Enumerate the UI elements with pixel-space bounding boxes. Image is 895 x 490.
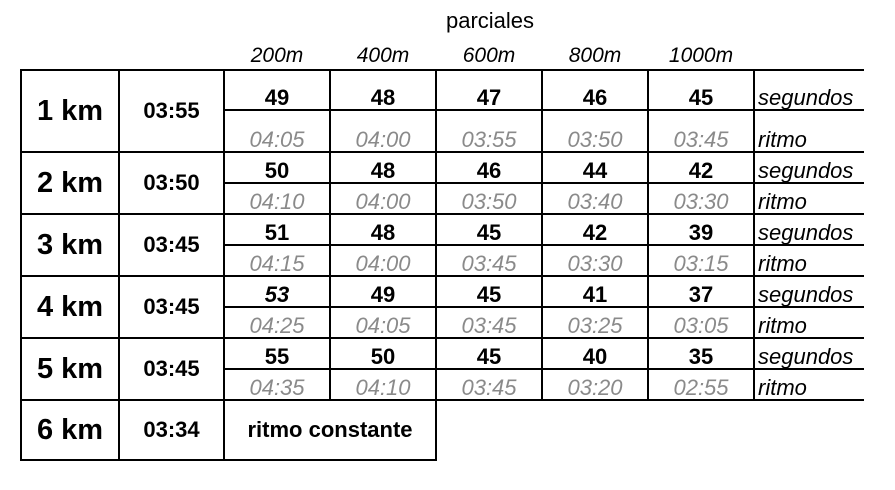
- seconds-row-label: segundos: [753, 69, 864, 111]
- km-time: 03:45: [118, 213, 225, 277]
- seconds-cell: 40: [541, 337, 649, 370]
- pace-cell: 04:10: [223, 182, 331, 215]
- seconds-cell: 44: [541, 151, 649, 184]
- seconds-row-label: segundos: [753, 213, 864, 246]
- seconds-cell: 41: [541, 275, 649, 308]
- pace-cell: 03:45: [435, 306, 543, 339]
- column-header-600m: 600m: [462, 44, 516, 67]
- pace-row-label: ritmo: [753, 306, 864, 339]
- pace-cell: 04:00: [329, 109, 437, 153]
- pace-cell: 04:05: [223, 109, 331, 153]
- column-header-200m: 200m: [250, 44, 304, 67]
- seconds-cell: 47: [435, 69, 543, 111]
- km-time: 03:55: [118, 69, 225, 153]
- pace-row-label: ritmo: [753, 182, 864, 215]
- seconds-cell: 48: [329, 151, 437, 184]
- seconds-cell: 45: [435, 337, 543, 370]
- seconds-cell: 45: [435, 275, 543, 308]
- seconds-cell: 39: [647, 213, 755, 246]
- seconds-cell: 48: [329, 213, 437, 246]
- seconds-cell: 55: [223, 337, 331, 370]
- pace-cell: 03:15: [647, 244, 755, 277]
- pace-cell: 03:40: [541, 182, 649, 215]
- seconds-cell: 45: [647, 69, 755, 111]
- seconds-cell: 35: [647, 337, 755, 370]
- km-label: 1 km: [20, 69, 120, 153]
- pace-row-label: ritmo: [753, 244, 864, 277]
- seconds-cell: 50: [223, 151, 331, 184]
- km-label: 5 km: [20, 337, 120, 401]
- constant-pace-note: ritmo constante: [223, 399, 437, 461]
- table-row: 4 km 03:45 53 49 45 41 37 segundos: [20, 275, 864, 339]
- pace-cell: 03:45: [435, 244, 543, 277]
- seconds-cell: 48: [329, 69, 437, 111]
- column-header-1000m: 1000m: [668, 44, 734, 67]
- seconds-cell: 49: [329, 275, 437, 308]
- pace-cell: 04:10: [329, 368, 437, 401]
- pace-cell: 04:05: [329, 306, 437, 339]
- km-time: 03:45: [118, 275, 225, 339]
- table-row: 04:15 04:00 03:45 03:30 03:15 ritmo: [21, 244, 864, 277]
- pace-row-label: ritmo: [753, 109, 864, 153]
- pace-cell: 04:35: [223, 368, 331, 401]
- column-header-400m: 400m: [356, 44, 410, 67]
- pace-cell: 03:30: [541, 244, 649, 277]
- pace-cell: 03:50: [541, 109, 649, 153]
- pace-cell: 04:25: [223, 306, 331, 339]
- table-row: 2 km 03:50 50 48 46 44 42 segundos: [20, 151, 864, 215]
- km-label: 4 km: [20, 275, 120, 339]
- seconds-cell: 37: [647, 275, 755, 308]
- table-title: parciales: [445, 8, 535, 33]
- seconds-cell: 46: [435, 151, 543, 184]
- km-time: 03:34: [118, 399, 225, 461]
- seconds-cell: 53: [223, 275, 331, 308]
- pace-cell: 03:45: [647, 109, 755, 153]
- pace-cell: 02:55: [647, 368, 755, 401]
- km-label: 6 km: [20, 399, 120, 461]
- table-row: 04:35 04:10 03:45 03:20 02:55 ritmo: [21, 368, 864, 401]
- seconds-cell: 49: [223, 69, 331, 111]
- pace-cell: 03:45: [435, 368, 543, 401]
- pace-cell: 03:05: [647, 306, 755, 339]
- km-time: 03:50: [118, 151, 225, 215]
- pace-cell: 03:25: [541, 306, 649, 339]
- table-row: 04:25 04:05 03:45 03:25 03:05 ritmo: [21, 306, 864, 339]
- table-row: 5 km 03:45 55 50 45 40 35 segundos: [20, 337, 864, 401]
- seconds-row-label: segundos: [753, 151, 864, 184]
- seconds-cell: 42: [541, 213, 649, 246]
- pace-cell: 03:30: [647, 182, 755, 215]
- seconds-row-label: segundos: [753, 275, 864, 308]
- seconds-cell: 42: [647, 151, 755, 184]
- splits-table: 1 km 03:55 49 48 47 46 45 segundos 04:05…: [20, 69, 864, 461]
- km-time: 03:45: [118, 337, 225, 401]
- pace-cell: 04:00: [329, 244, 437, 277]
- seconds-cell: 45: [435, 213, 543, 246]
- km-label: 3 km: [20, 213, 120, 277]
- seconds-cell: 46: [541, 69, 649, 111]
- table-row: 04:05 04:00 03:55 03:50 03:45 ritmo: [21, 109, 864, 153]
- column-header-800m: 800m: [568, 44, 622, 67]
- pace-cell: 03:55: [435, 109, 543, 153]
- table-row: 1 km 03:55 49 48 47 46 45 segundos: [20, 69, 864, 153]
- pace-cell: 03:50: [435, 182, 543, 215]
- seconds-cell: 51: [223, 213, 331, 246]
- pace-cell: 03:20: [541, 368, 649, 401]
- seconds-cell: 50: [329, 337, 437, 370]
- table-row: 04:10 04:00 03:50 03:40 03:30 ritmo: [21, 182, 864, 215]
- km-label: 2 km: [20, 151, 120, 215]
- pace-row-label: ritmo: [753, 368, 864, 401]
- table-row: 3 km 03:45 51 48 45 42 39 segundos: [20, 213, 864, 277]
- pace-cell: 04:15: [223, 244, 331, 277]
- table-row: 6 km 03:34 ritmo constante: [20, 399, 864, 461]
- pace-cell: 04:00: [329, 182, 437, 215]
- seconds-row-label: segundos: [753, 337, 864, 370]
